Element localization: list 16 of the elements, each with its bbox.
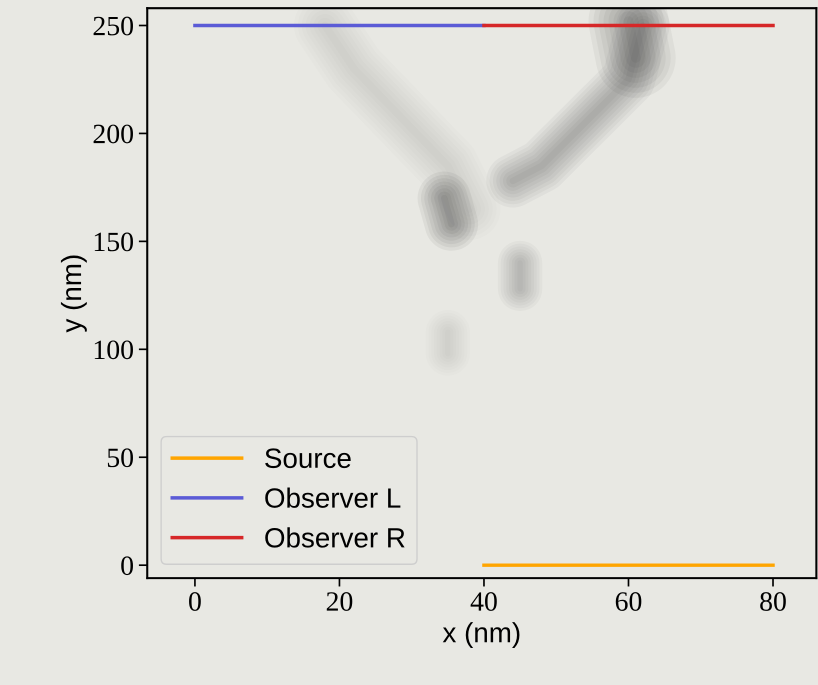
x-axis-title: x (nm): [442, 622, 520, 648]
x-tick-label: 60: [616, 592, 642, 611]
y-tick-label: 100: [94, 340, 133, 360]
legend-label: Source: [265, 448, 351, 468]
y-tick-label: 50: [108, 448, 133, 468]
legend-label: Observer L: [265, 487, 400, 508]
y-axis-title: y (nm): [60, 256, 87, 332]
y-tick-label: 150: [94, 232, 133, 252]
legend-label: Observer R: [265, 527, 405, 548]
x-tick-label: 20: [326, 592, 352, 611]
x-tick-label: 80: [760, 592, 786, 611]
y-tick-label: 250: [94, 16, 133, 36]
x-tick-label: 40: [470, 592, 497, 611]
x-tick-label: 0: [189, 592, 201, 611]
y-tick-label: 200: [94, 124, 133, 144]
y-tick-label: 0: [121, 556, 133, 576]
